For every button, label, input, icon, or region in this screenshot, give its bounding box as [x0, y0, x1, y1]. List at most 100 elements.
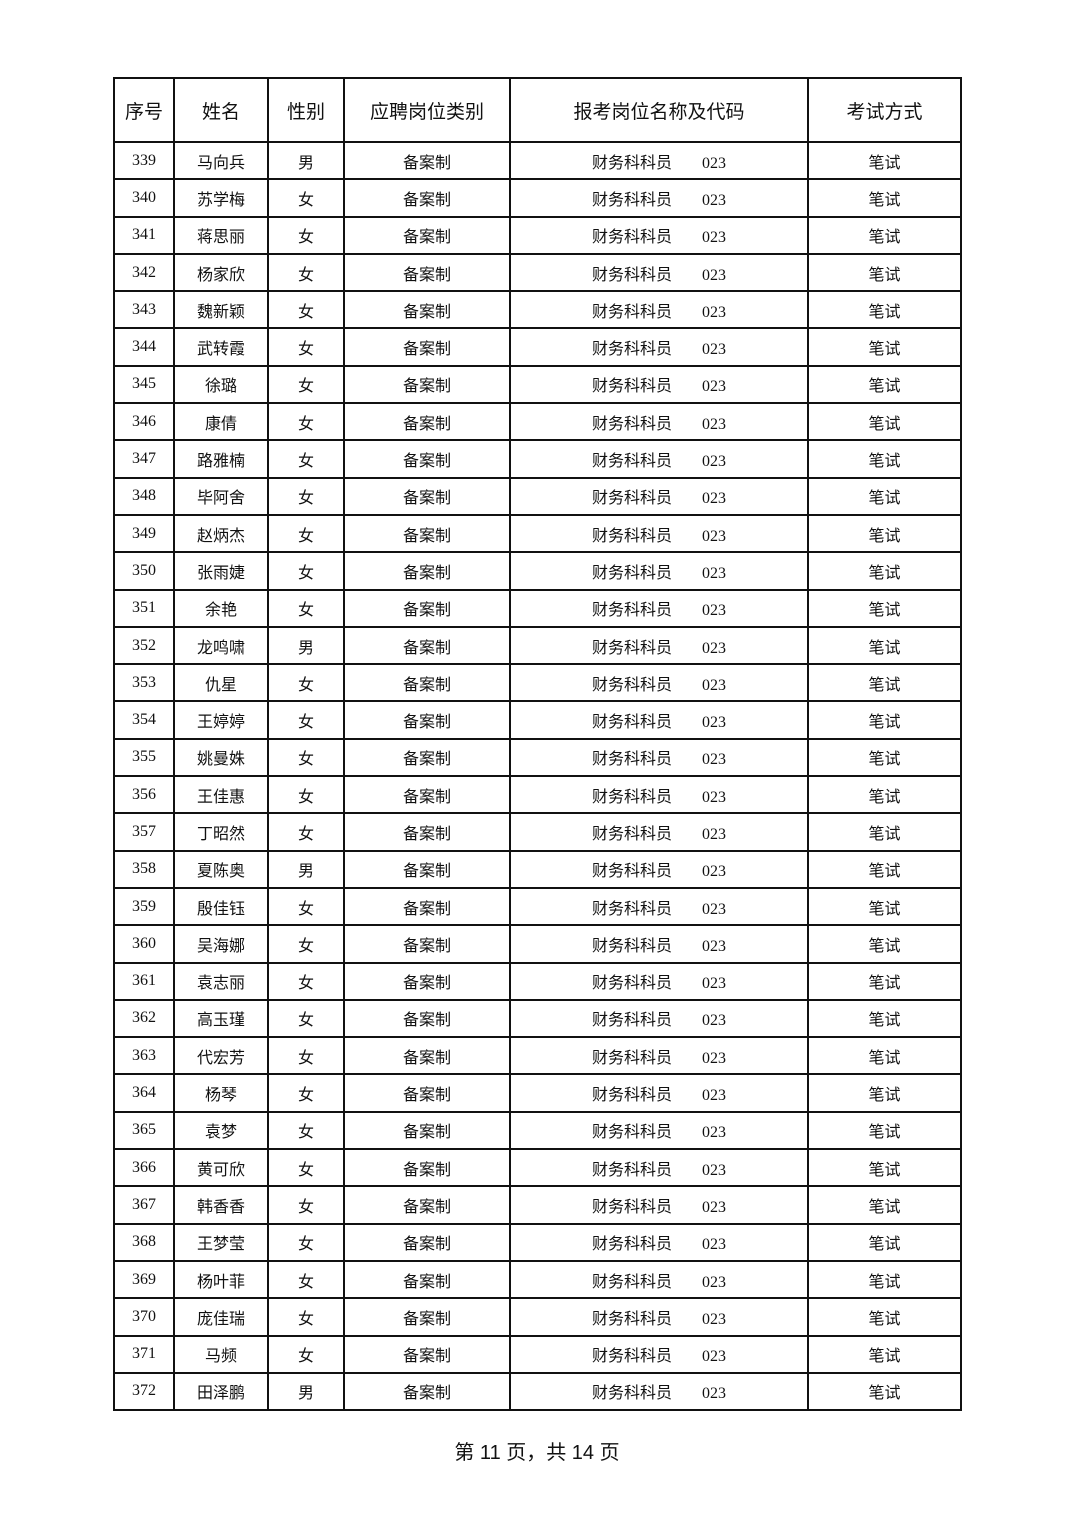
cell-exam-method: 笔试 — [807, 215, 962, 255]
cell-exam-method: 笔试 — [807, 700, 962, 740]
cell-category: 备案制 — [343, 402, 511, 442]
cell-gender: 女 — [267, 178, 345, 218]
cell-position: 财务科科员 023 — [509, 886, 809, 927]
table-row: 360 吴海娜女备案制 财务科科员 023 笔试 — [113, 924, 962, 964]
cell-name: 徐璐 — [173, 364, 269, 405]
position-code: 023 — [702, 1087, 726, 1105]
table-row: 351 余艳女备案制 财务科科员 023 笔试 — [113, 588, 962, 628]
cell-gender: 女 — [267, 1259, 345, 1300]
cell-category: 备案制 — [343, 1334, 511, 1374]
cell-gender: 女 — [267, 513, 345, 554]
position-code: 023 — [702, 975, 726, 993]
table-row: 349 赵炳杰女备案制 财务科科员 023 笔试 — [113, 513, 962, 554]
cell-category: 备案制 — [343, 625, 511, 666]
cell-position: 财务科科员 023 — [509, 215, 809, 255]
position-code: 023 — [702, 788, 726, 806]
cell-name: 张雨婕 — [173, 551, 269, 591]
cell-position: 财务科科员 023 — [509, 1371, 809, 1412]
cell-serial: 349 — [113, 513, 175, 554]
position-code: 023 — [702, 863, 726, 881]
cell-gender: 女 — [267, 1110, 345, 1151]
cell-category: 备案制 — [343, 663, 511, 703]
cell-name: 余艳 — [173, 588, 269, 628]
cell-gender: 女 — [267, 439, 345, 479]
position-name: 财务科科员 — [591, 339, 672, 359]
cell-position: 财务科科员 023 — [509, 625, 809, 666]
header-gender: 性别 — [267, 77, 345, 143]
cell-serial: 345 — [113, 364, 175, 405]
position-name: 财务科科员 — [591, 786, 672, 806]
table-row: 354 王婷婷女备案制 财务科科员 023 笔试 — [113, 700, 962, 740]
position-name: 财务科科员 — [591, 1383, 672, 1403]
table-row: 363 代宏芳女备案制 财务科科员 023 笔试 — [113, 1036, 962, 1076]
cell-category: 备案制 — [343, 886, 511, 927]
cell-serial: 361 — [113, 961, 175, 1001]
table-row: 346 康倩女备案制 财务科科员 023 笔试 — [113, 402, 962, 442]
table-row: 347 路雅楠女备案制 财务科科员 023 笔试 — [113, 439, 962, 479]
position-code: 023 — [702, 1049, 726, 1067]
cell-gender: 女 — [267, 663, 345, 703]
cell-category: 备案制 — [343, 1222, 511, 1262]
cell-name: 姚曼姝 — [173, 737, 269, 778]
cell-category: 备案制 — [343, 1259, 511, 1300]
cell-serial: 355 — [113, 737, 175, 778]
position-code: 023 — [702, 1385, 726, 1403]
table-row: 345 徐璐女备案制 财务科科员 023 笔试 — [113, 364, 962, 405]
cell-exam-method: 笔试 — [807, 439, 962, 479]
cell-exam-method: 笔试 — [807, 1110, 962, 1151]
position-name: 财务科科员 — [591, 600, 672, 620]
cell-serial: 354 — [113, 700, 175, 740]
cell-position: 财务科科员 023 — [509, 1222, 809, 1262]
cell-name: 黄可欣 — [173, 1148, 269, 1188]
cell-exam-method: 笔试 — [807, 252, 962, 293]
cell-exam-method: 笔试 — [807, 886, 962, 927]
cell-exam-method: 笔试 — [807, 1185, 962, 1225]
cell-gender: 女 — [267, 1036, 345, 1076]
table-row: 371 马频女备案制 财务科科员 023 笔试 — [113, 1334, 962, 1374]
cell-name: 袁志丽 — [173, 961, 269, 1001]
cell-position: 财务科科员 023 — [509, 402, 809, 442]
cell-gender: 男 — [267, 1371, 345, 1412]
cell-exam-method: 笔试 — [807, 1036, 962, 1076]
cell-name: 杨叶菲 — [173, 1259, 269, 1300]
cell-exam-method: 笔试 — [807, 1222, 962, 1262]
cell-position: 财务科科员 023 — [509, 588, 809, 628]
cell-position: 财务科科员 023 — [509, 700, 809, 740]
cell-gender: 男 — [267, 140, 345, 181]
cell-exam-method: 笔试 — [807, 1259, 962, 1300]
position-code: 023 — [702, 751, 726, 769]
cell-name: 代宏芳 — [173, 1036, 269, 1076]
cell-gender: 女 — [267, 1334, 345, 1374]
cell-exam-method: 笔试 — [807, 1073, 962, 1113]
cell-gender: 女 — [267, 737, 345, 778]
cell-serial: 347 — [113, 439, 175, 479]
cell-category: 备案制 — [343, 924, 511, 964]
cell-serial: 364 — [113, 1073, 175, 1113]
cell-exam-method: 笔试 — [807, 924, 962, 964]
position-name: 财务科科员 — [591, 376, 672, 396]
cell-exam-method: 笔试 — [807, 775, 962, 815]
cell-category: 备案制 — [343, 1073, 511, 1113]
cell-gender: 女 — [267, 402, 345, 442]
cell-category: 备案制 — [343, 364, 511, 405]
header-position: 报考岗位名称及代码 — [509, 77, 809, 143]
cell-position: 财务科科员 023 — [509, 439, 809, 479]
cell-category: 备案制 — [343, 290, 511, 330]
position-code: 023 — [702, 229, 726, 247]
cell-gender: 女 — [267, 290, 345, 330]
cell-serial: 360 — [113, 924, 175, 964]
cell-gender: 女 — [267, 775, 345, 815]
position-name: 财务科科员 — [591, 413, 672, 433]
cell-name: 殷佳钰 — [173, 886, 269, 927]
cell-exam-method: 笔试 — [807, 1334, 962, 1374]
cell-exam-method: 笔试 — [807, 1297, 962, 1337]
cell-serial: 362 — [113, 998, 175, 1039]
position-name: 财务科科员 — [591, 1159, 672, 1179]
table-row: 369 杨叶菲女备案制 财务科科员 023 笔试 — [113, 1259, 962, 1300]
cell-position: 财务科科员 023 — [509, 1073, 809, 1113]
cell-serial: 344 — [113, 327, 175, 367]
cell-name: 夏陈奥 — [173, 849, 269, 889]
cell-name: 韩香香 — [173, 1185, 269, 1225]
cell-position: 财务科科员 023 — [509, 1259, 809, 1300]
table-row: 340 苏学梅女备案制 财务科科员 023 笔试 — [113, 178, 962, 218]
